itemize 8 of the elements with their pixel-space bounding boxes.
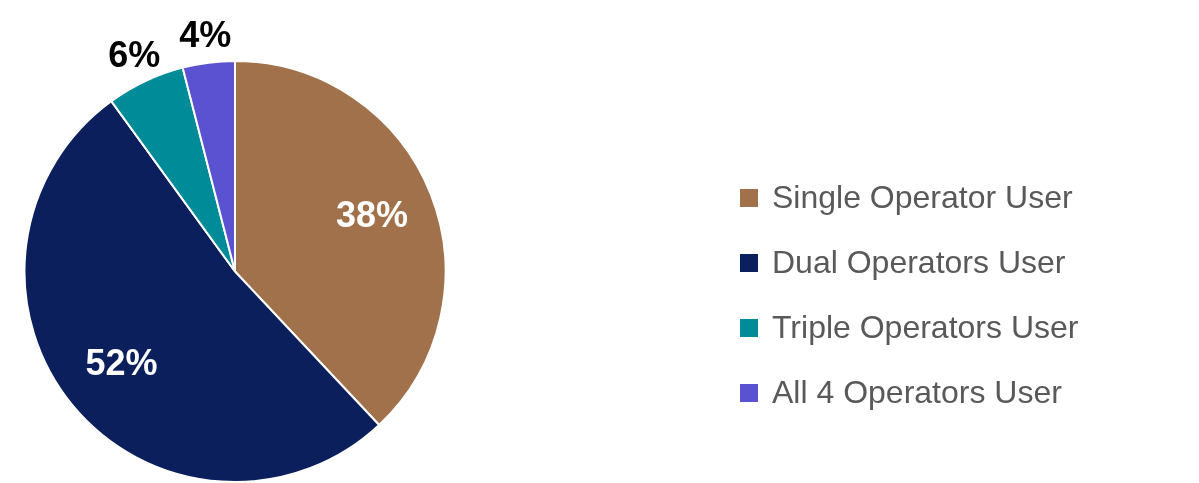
data-label: 4%: [179, 13, 232, 55]
legend-label: Dual Operators User: [772, 244, 1066, 281]
data-label: 52%: [85, 342, 158, 384]
data-label: 6%: [108, 34, 161, 76]
legend-label: Single Operator User: [772, 179, 1073, 216]
legend-label: Triple Operators User: [772, 309, 1079, 346]
data-label: 38%: [335, 194, 409, 236]
legend-label: All 4 Operators User: [772, 374, 1062, 411]
